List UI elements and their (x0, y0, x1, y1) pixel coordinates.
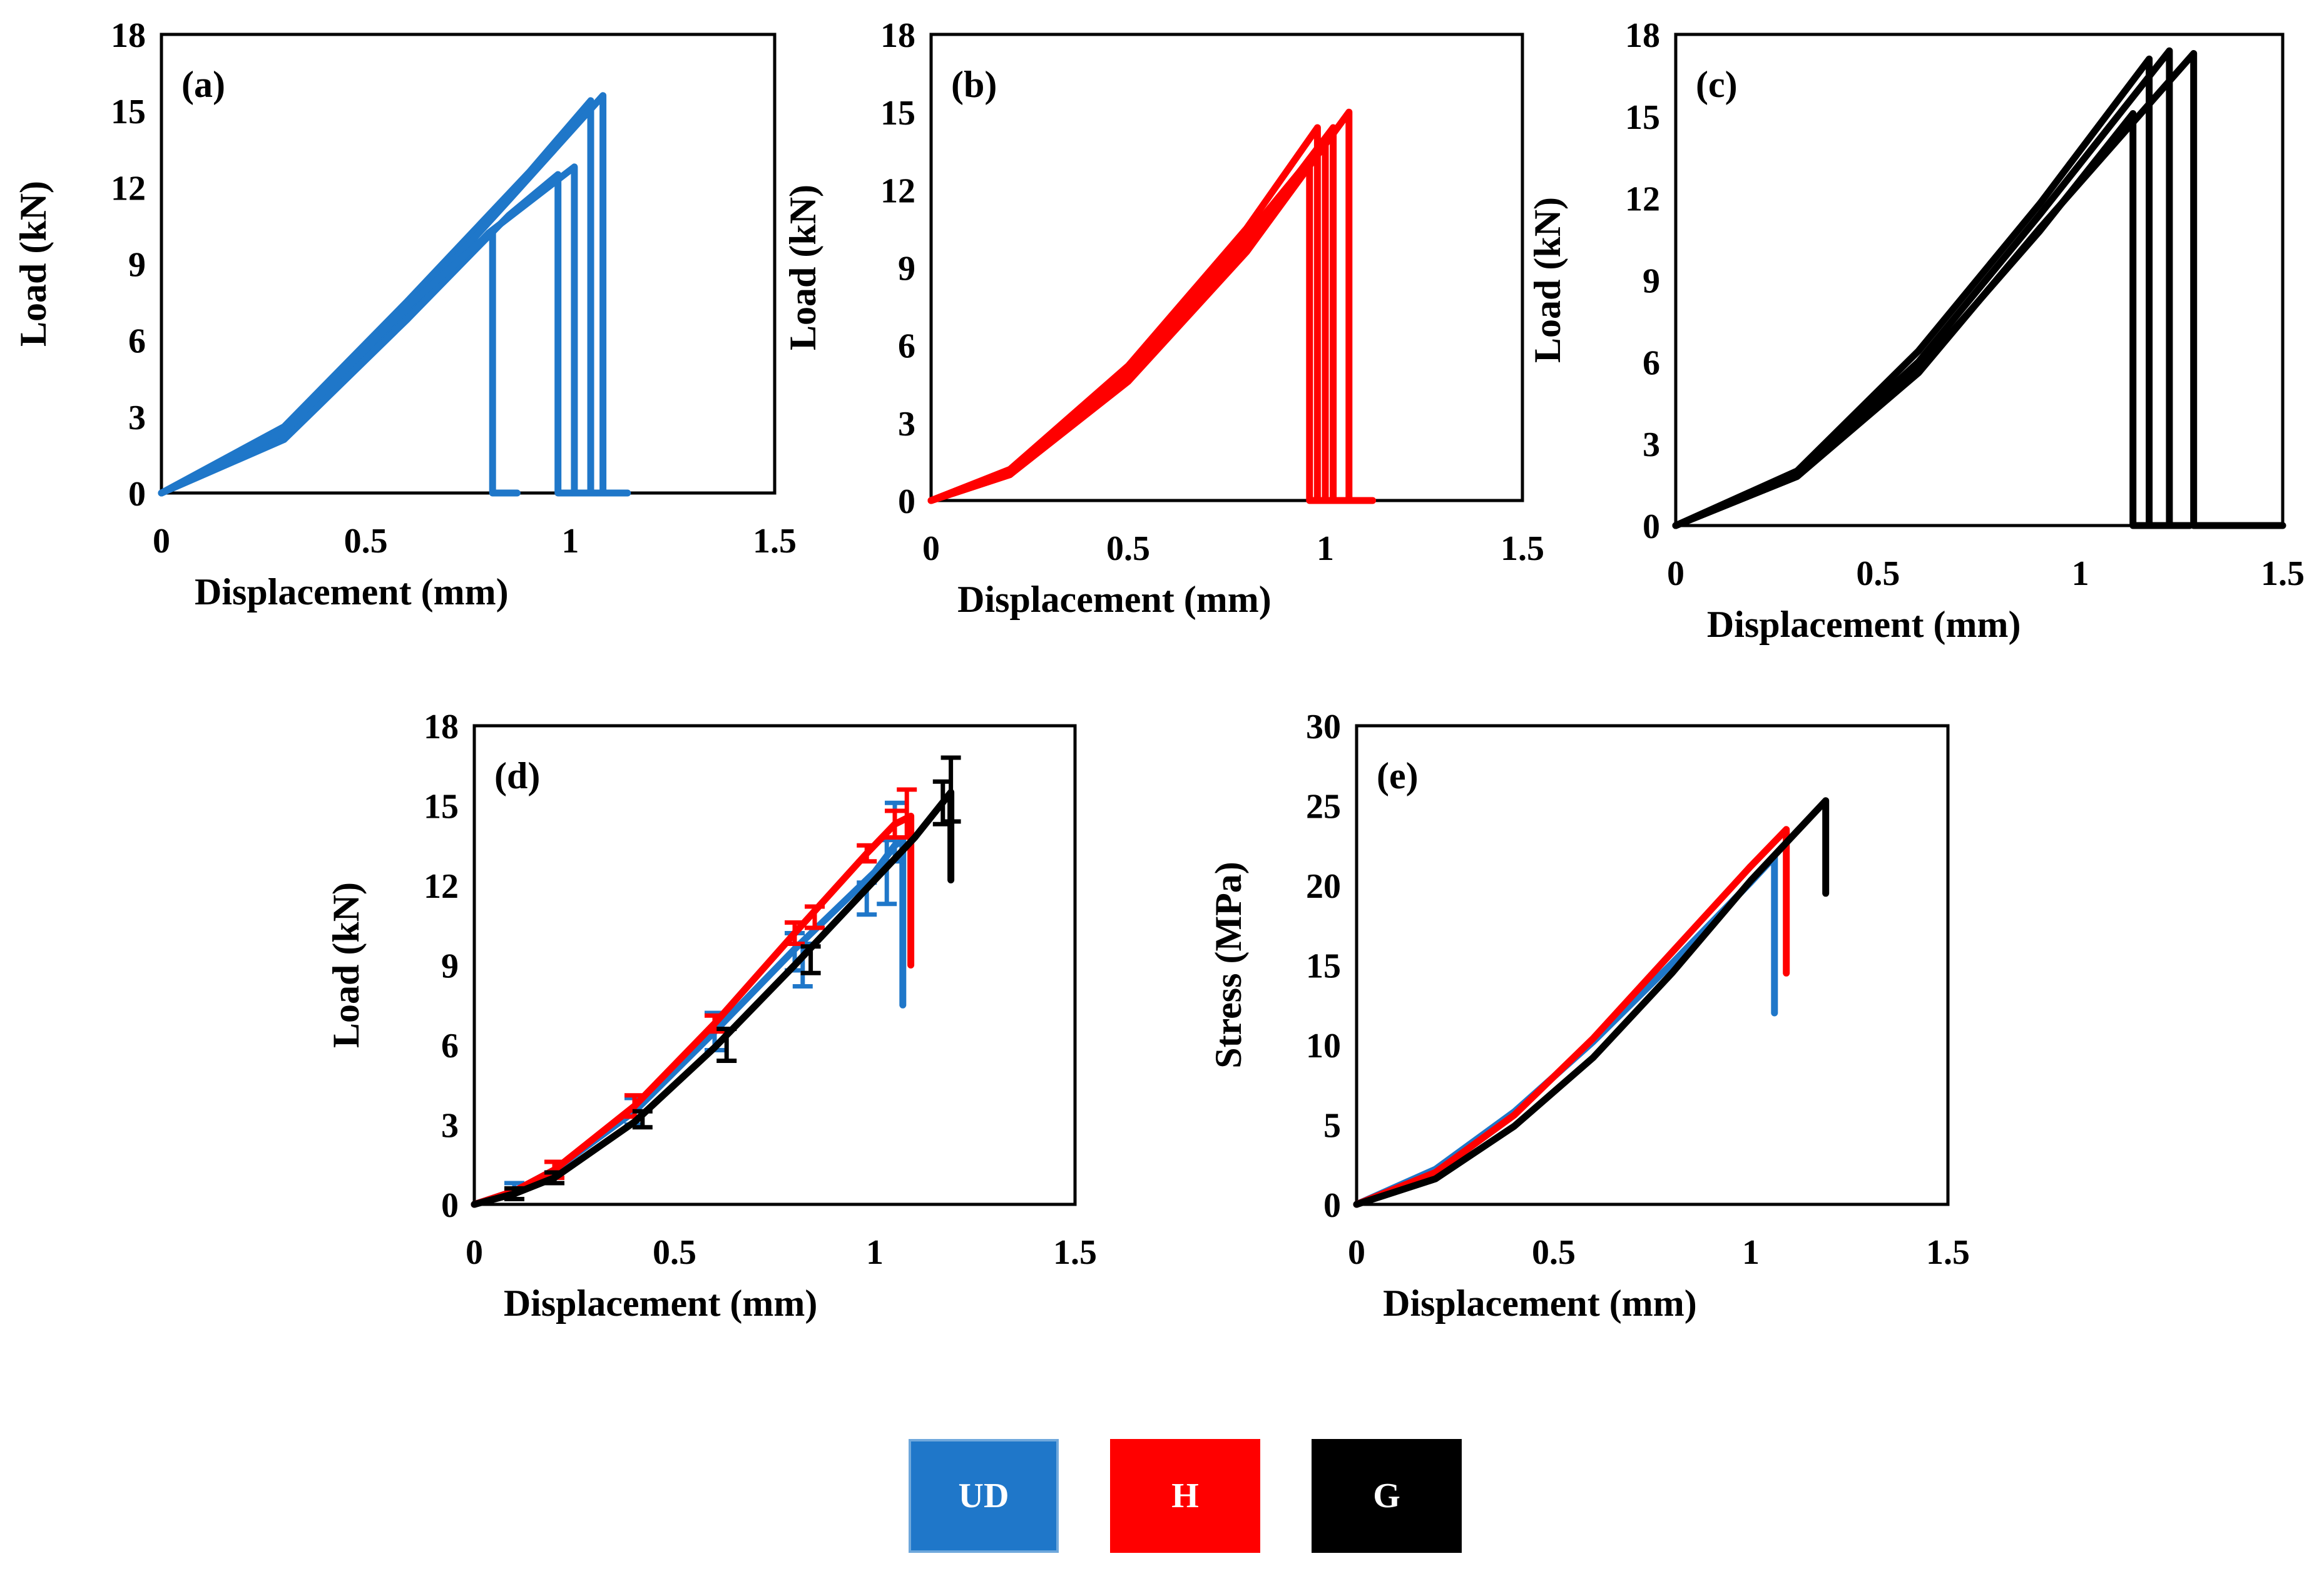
series-line-h-1 (927, 124, 1341, 504)
y-tick-label: 20 (1306, 867, 1341, 906)
panel-b-frame (929, 33, 1524, 502)
panel-c-frame (1674, 33, 2285, 527)
y-tick-label: 15 (424, 788, 459, 826)
y-tick-label: 9 (441, 947, 459, 986)
legend-g: G (1312, 1439, 1462, 1553)
series-line-h (1353, 826, 1790, 1208)
y-axis-title: Load (kN) (782, 185, 823, 350)
y-tick-label: 0 (441, 1186, 459, 1225)
y-tick-label: 6 (441, 1027, 459, 1065)
series-line-ud-1 (158, 97, 611, 497)
legend-h-label: H (1171, 1477, 1199, 1515)
y-tick-label: 15 (1306, 947, 1341, 986)
legend-ud-label: UD (958, 1477, 1009, 1515)
series-line-ud-5 (158, 227, 521, 497)
y-tick-label: 12 (1625, 180, 1660, 219)
x-tick-label: 0 (466, 1233, 483, 1272)
panel-e-frame (1355, 724, 1950, 1206)
x-tick-label: 1 (1317, 529, 1334, 568)
x-tick-label: 1 (866, 1233, 884, 1272)
y-tick-label: 9 (898, 250, 915, 288)
legend-h: H (1110, 1439, 1260, 1553)
x-axis-title: Displacement (mm) (957, 579, 1272, 620)
y-tick-label: 0 (128, 475, 146, 514)
legend-ud: UD (909, 1439, 1059, 1553)
x-axis-title: Displacement (mm) (1707, 604, 2021, 645)
y-tick-label: 18 (1625, 16, 1660, 55)
series-line-h-5 (927, 137, 1345, 504)
y-tick-label: 3 (441, 1107, 459, 1146)
panel-label: (a) (181, 64, 225, 105)
x-tick-label: 0 (1348, 1233, 1365, 1272)
y-axis-title: Load (kN) (325, 882, 367, 1048)
x-tick-label: 0.5 (1106, 529, 1150, 568)
y-tick-label: 9 (128, 246, 146, 285)
x-tick-label: 0 (1667, 554, 1684, 593)
y-tick-label: 9 (1643, 262, 1660, 301)
x-tick-label: 0.5 (1532, 1233, 1576, 1272)
panel-a: 0 3 6 9 12 15 18 0 0.5 1 1.5 Displacement (mm) Load … (13, 16, 797, 613)
y-tick-label: 6 (898, 327, 915, 366)
y-axis-title: Load (kN) (13, 181, 54, 347)
panel-c: 0 3 6 9 12 15 18 0 0.5 1 1.5 Displacement (mm) Load … (1527, 16, 2305, 645)
x-tick-label: 0 (153, 522, 170, 561)
panel-label: (b) (951, 64, 997, 105)
panel-label: (d) (494, 755, 540, 796)
y-tick-label: 15 (1625, 98, 1660, 137)
y-tick-label: 12 (424, 867, 459, 906)
y-tick-label: 0 (1323, 1186, 1341, 1225)
panel-b: 0 3 6 9 12 15 18 0 0.5 1 1.5 Displacement (mm) Load … (782, 16, 1544, 620)
y-tick-label: 0 (898, 482, 915, 521)
x-tick-label: 0 (922, 529, 940, 568)
panel-label: (e) (1377, 755, 1419, 796)
y-tick-label: 6 (128, 322, 146, 361)
panel-label: (c) (1696, 64, 1738, 105)
x-tick-label: 1.5 (1501, 529, 1544, 568)
legend-g-label: G (1373, 1477, 1400, 1515)
x-tick-label: 1.5 (1053, 1233, 1097, 1272)
x-axis-title: Displacement (mm) (504, 1283, 818, 1324)
series-line-g-1 (1672, 55, 2173, 529)
y-axis-title: Stress (MPa) (1208, 862, 1249, 1068)
x-tick-label: 1 (561, 522, 579, 561)
panel-d: 0 3 6 9 12 15 18 0 0.5 1 1.5 Displacement (mm) Load … (325, 708, 1097, 1324)
y-tick-label: 18 (880, 16, 915, 55)
y-axis-title: Load (kN) (1527, 197, 1568, 363)
x-tick-label: 0.5 (1856, 554, 1900, 593)
y-tick-label: 12 (111, 169, 146, 208)
y-tick-label: 3 (1643, 425, 1660, 464)
x-tick-label: 1 (2072, 554, 2089, 593)
panel-e: 0 5 10 15 20 25 30 0 0.5 1 1.5 Displacement (mm) Str… (1208, 708, 1970, 1324)
y-tick-label: 3 (128, 399, 146, 437)
x-tick-label: 1.5 (1926, 1233, 1970, 1272)
x-tick-label: 1.5 (753, 522, 797, 561)
y-tick-label: 15 (111, 93, 146, 131)
panel-a-frame (160, 33, 777, 495)
y-tick-label: 30 (1306, 708, 1341, 746)
y-tick-label: 18 (111, 16, 146, 55)
series-line-g-4 (1672, 110, 2161, 529)
y-tick-label: 0 (1643, 507, 1660, 546)
y-tick-label: 12 (880, 171, 915, 210)
series-line-h (471, 813, 915, 1208)
panel-d-frame (472, 724, 1077, 1206)
series-line-g (1353, 797, 1830, 1208)
x-tick-label: 0.5 (653, 1233, 696, 1272)
x-tick-label: 0.5 (344, 522, 388, 561)
y-tick-label: 5 (1323, 1107, 1341, 1146)
y-tick-label: 3 (898, 405, 915, 444)
series-line-g-2 (1672, 47, 2193, 529)
x-axis-title: Displacement (mm) (1383, 1283, 1697, 1324)
x-tick-label: 1 (1742, 1233, 1760, 1272)
y-tick-label: 10 (1306, 1027, 1341, 1065)
x-tick-label: 1.5 (2261, 554, 2305, 593)
y-tick-label: 6 (1643, 343, 1660, 382)
x-axis-title: Displacement (mm) (195, 571, 509, 613)
y-tick-label: 18 (424, 708, 459, 746)
series-line-ud (471, 836, 907, 1208)
y-tick-label: 25 (1306, 788, 1341, 826)
series-line-g (471, 788, 955, 1208)
y-tick-label: 15 (880, 94, 915, 133)
